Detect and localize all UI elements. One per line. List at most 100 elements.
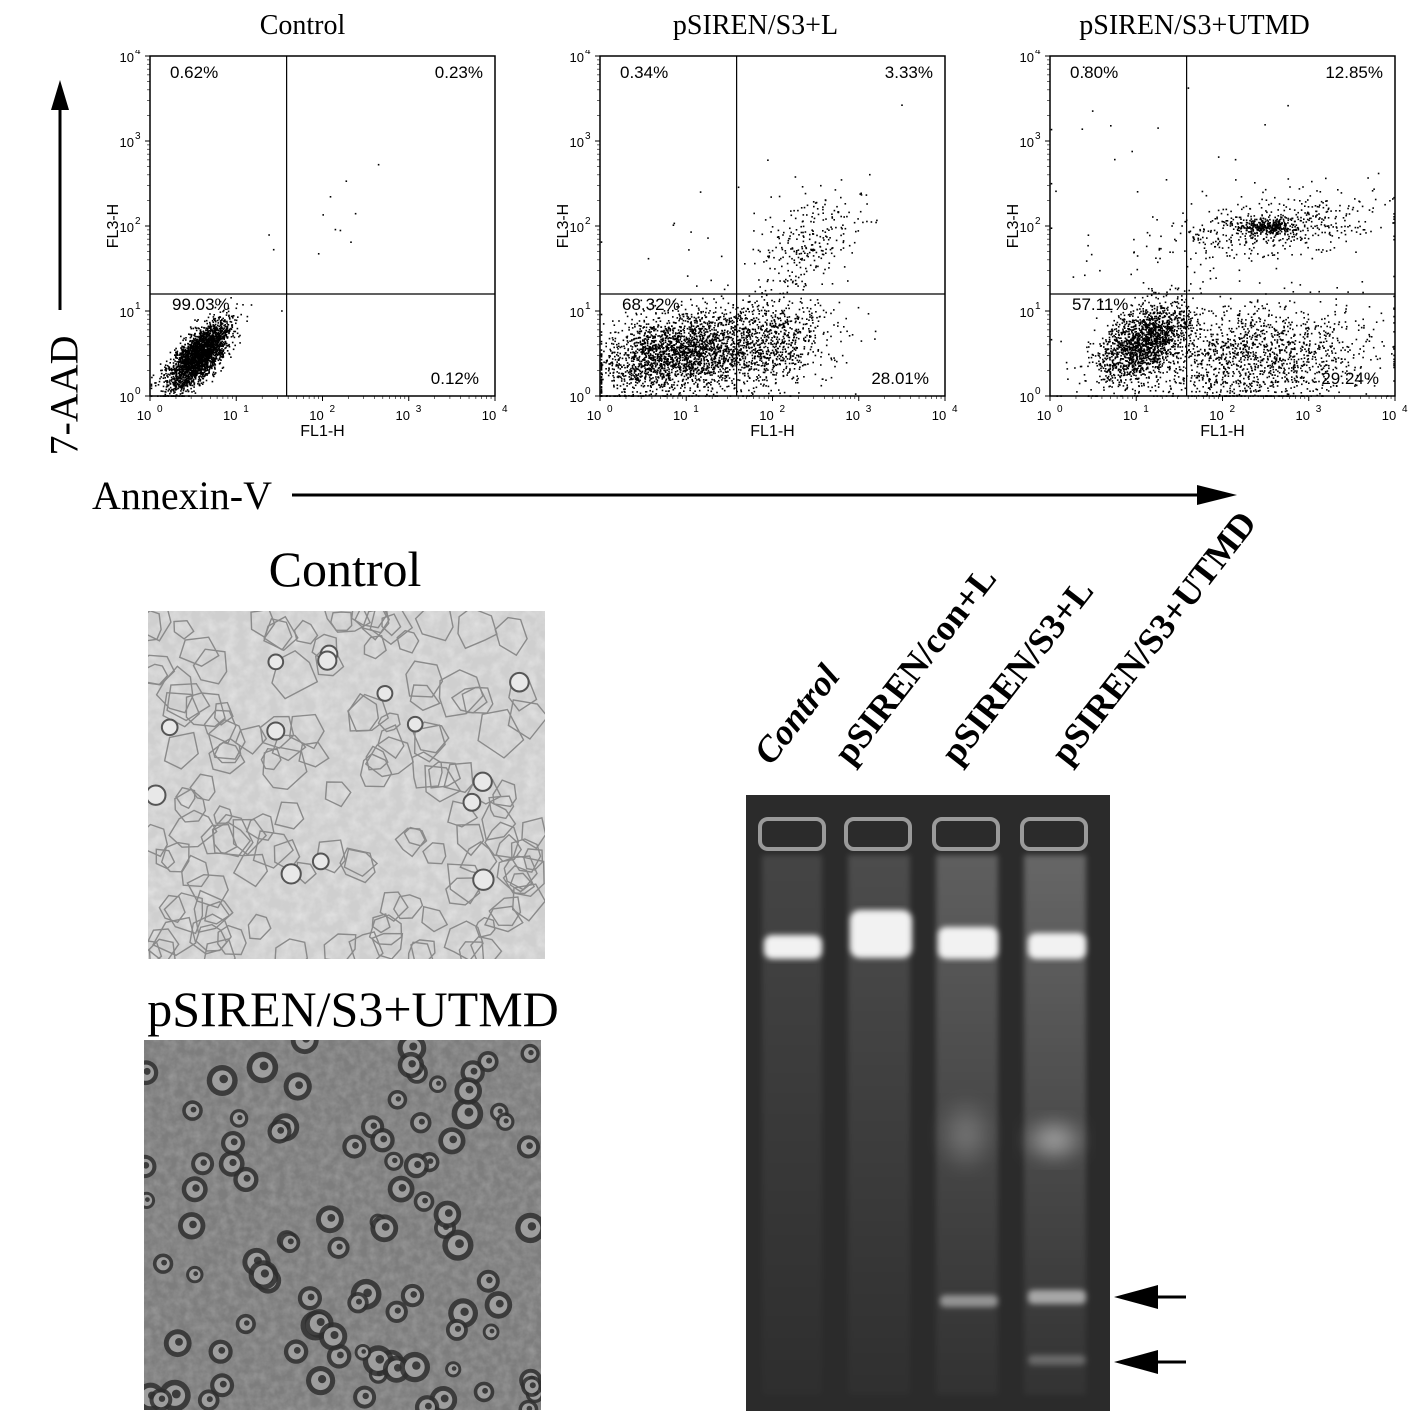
y-tick-label: 10 xyxy=(120,135,134,150)
flow-panel-title: Control xyxy=(259,10,346,41)
quadrant-lower-left-percent: 99.03% xyxy=(172,295,230,314)
y-tick-label: 10 xyxy=(570,135,584,150)
gel-image xyxy=(746,795,1110,1411)
micrograph-utmd-image xyxy=(144,1040,541,1410)
quadrant-lower-left-percent: 57.11% xyxy=(1072,295,1128,314)
quadrant-upper-left-percent: 0.80% xyxy=(1070,63,1118,82)
quadrant-lower-left-percent: 68.32% xyxy=(622,295,680,314)
y-tick-exponent: 1 xyxy=(135,301,141,312)
x-tick-exponent: 0 xyxy=(157,404,163,415)
x-tick-label: 10 xyxy=(1382,408,1396,423)
y-tick-label: 10 xyxy=(570,50,584,65)
x-tick-exponent: 1 xyxy=(1143,404,1149,415)
x-axis-title: FL1-H xyxy=(1200,423,1244,440)
quadrant-lower-right-percent: 29.24% xyxy=(1321,369,1379,388)
x-tick-exponent: 3 xyxy=(1316,404,1322,415)
x-tick-exponent: 4 xyxy=(502,404,508,415)
y-tick-exponent: 3 xyxy=(585,131,591,142)
y-tick-exponent: 4 xyxy=(1035,50,1041,57)
y-tick-label: 10 xyxy=(1020,220,1034,235)
x-tick-label: 10 xyxy=(1296,408,1310,423)
y-tick-exponent: 1 xyxy=(1035,301,1041,312)
x-axis-title: FL1-H xyxy=(750,423,794,440)
y-tick-exponent: 3 xyxy=(1035,131,1041,142)
x-tick-exponent: 0 xyxy=(607,404,613,415)
micrograph-control-image xyxy=(148,611,545,959)
x-tick-label: 10 xyxy=(396,408,410,423)
y-tick-exponent: 0 xyxy=(1035,386,1041,397)
x-tick-label: 10 xyxy=(587,408,601,423)
x-tick-label: 10 xyxy=(1037,408,1051,423)
gel-lane-label: Control xyxy=(745,656,848,772)
y-tick-label: 10 xyxy=(570,305,584,320)
y-tick-label: 10 xyxy=(1020,50,1034,65)
micrograph-title-utmd: pSIREN/S3+UTMD xyxy=(147,981,559,1037)
x-marker-arrow xyxy=(292,485,1237,505)
y-tick-exponent: 0 xyxy=(585,386,591,397)
flow-panel-title: pSIREN/S3+UTMD xyxy=(1079,10,1310,41)
quadrant-lower-right-percent: 28.01% xyxy=(871,369,929,388)
flow-plot: 0.80% 12.85%57.11%29.24%10 010 010 110 110 210… xyxy=(1005,50,1408,440)
micrograph-title-control: Control xyxy=(268,541,422,597)
x-tick-label: 10 xyxy=(482,408,496,423)
y-marker-label: 7-AAD xyxy=(41,335,87,456)
gel-lane-label: pSIREN/S3+UTMD xyxy=(1042,503,1265,772)
quadrant-lower-right-percent: 0.12% xyxy=(431,369,479,388)
band-arrow-lower xyxy=(1114,1350,1186,1374)
x-axis-title: FL1-H xyxy=(300,423,344,440)
x-tick-exponent: 3 xyxy=(416,404,422,415)
x-tick-label: 10 xyxy=(673,408,687,423)
y-tick-exponent: 4 xyxy=(135,50,141,57)
event-dots xyxy=(600,104,903,397)
x-tick-label: 10 xyxy=(846,408,860,423)
quadrant-upper-left-percent: 0.62% xyxy=(170,63,218,82)
y-tick-label: 10 xyxy=(1020,305,1034,320)
x-tick-exponent: 3 xyxy=(866,404,872,415)
y-tick-exponent: 3 xyxy=(135,131,141,142)
y-tick-label: 10 xyxy=(570,220,584,235)
x-tick-exponent: 2 xyxy=(780,404,786,415)
x-tick-label: 10 xyxy=(932,408,946,423)
y-tick-exponent: 1 xyxy=(585,301,591,312)
y-tick-label: 10 xyxy=(120,220,134,235)
x-tick-exponent: 1 xyxy=(693,404,699,415)
x-tick-label: 10 xyxy=(223,408,237,423)
y-axis-title: FL3-H xyxy=(555,204,572,248)
y-tick-exponent: 0 xyxy=(135,386,141,397)
x-tick-label: 10 xyxy=(1123,408,1137,423)
y-tick-label: 10 xyxy=(120,305,134,320)
y-tick-label: 10 xyxy=(120,50,134,65)
event-dots xyxy=(1050,66,1395,397)
x-tick-exponent: 4 xyxy=(1402,404,1408,415)
x-marker-label: Annexin-V xyxy=(92,473,272,518)
quadrant-upper-right-percent: 3.33% xyxy=(885,63,933,82)
flow-plot: 0.34% 3.33%68.32%28.01%10 010 010 110 110 210 2… xyxy=(555,50,958,440)
x-tick-label: 10 xyxy=(137,408,151,423)
y-axis-title: FL3-H xyxy=(105,204,122,248)
y-tick-label: 10 xyxy=(120,390,134,405)
quadrant-upper-right-percent: 12.85% xyxy=(1325,63,1383,82)
y-marker-arrow xyxy=(51,80,69,310)
y-tick-exponent: 2 xyxy=(585,216,591,227)
y-tick-exponent: 2 xyxy=(1035,216,1041,227)
x-tick-exponent: 4 xyxy=(952,404,958,415)
quadrant-upper-left-percent: 0.34% xyxy=(620,63,668,82)
y-tick-label: 10 xyxy=(570,390,584,405)
x-tick-exponent: 1 xyxy=(243,404,249,415)
x-tick-label: 10 xyxy=(759,408,773,423)
event-dots xyxy=(150,163,380,397)
x-tick-exponent: 2 xyxy=(1230,404,1236,415)
flow-panel-title: pSIREN/S3+L xyxy=(672,10,839,41)
flow-plot: 0.62% 0.23%99.03%0.12%10 010 010 110 110 210 21… xyxy=(105,50,508,440)
y-axis-title: FL3-H xyxy=(1005,204,1022,248)
y-tick-label: 10 xyxy=(1020,390,1034,405)
y-tick-exponent: 4 xyxy=(585,50,591,57)
x-tick-exponent: 0 xyxy=(1057,404,1063,415)
quadrant-upper-right-percent: 0.23% xyxy=(435,63,483,82)
y-tick-label: 10 xyxy=(1020,135,1034,150)
x-tick-label: 10 xyxy=(309,408,323,423)
y-tick-exponent: 2 xyxy=(135,216,141,227)
x-tick-label: 10 xyxy=(1209,408,1223,423)
band-arrow-upper xyxy=(1114,1285,1186,1309)
x-tick-exponent: 2 xyxy=(330,404,336,415)
